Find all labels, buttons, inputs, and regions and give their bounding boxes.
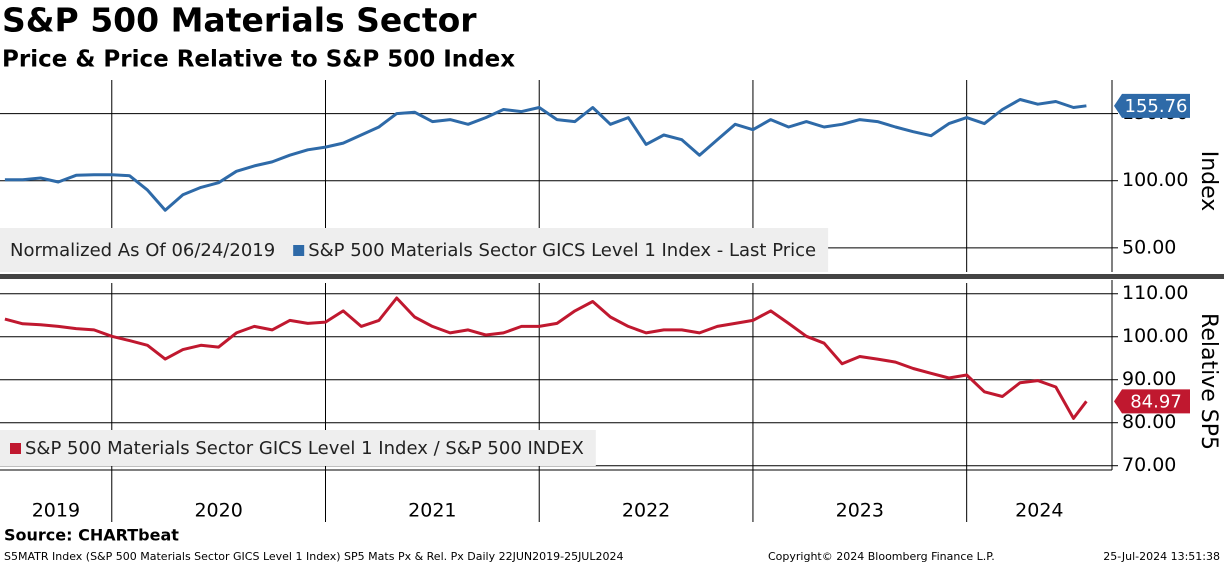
legend-label: S&P 500 Materials Sector GICS Level 1 In… [308, 240, 816, 261]
legend-swatch [293, 245, 305, 256]
y-tick-label: 100.00 [1122, 169, 1188, 191]
description: S5MATR Index (S&P 500 Materials Sector G… [4, 550, 624, 563]
legend-note: Normalized As Of 06/24/2019 [10, 240, 275, 261]
source: Source: CHARTbeat [4, 526, 179, 545]
chart-subtitle: Price & Price Relative to S&P 500 Index [2, 47, 515, 73]
series-line [4, 98, 1087, 212]
x-period-label: 2021 [408, 500, 456, 522]
y-tick-label: 100.00 [1122, 325, 1188, 347]
x-period-label: 2023 [836, 500, 884, 522]
last-value-tag [1114, 93, 1190, 118]
x-period-label: 2019 [32, 500, 80, 522]
x-period-label: 2024 [1015, 500, 1063, 522]
series-line [4, 296, 1088, 420]
legend: S&P 500 Materials Sector GICS Level 1 In… [0, 430, 596, 466]
y-axis-title: Index [1196, 151, 1221, 212]
last-value-label: 84.97 [1130, 391, 1182, 412]
last-value-label: 155.76 [1125, 96, 1188, 117]
copyright: Copyright© 2024 Bloomberg Finance L.P. [768, 550, 995, 563]
y-tick-label: 90.00 [1122, 368, 1176, 390]
legend-box [0, 430, 596, 466]
y-tick-label: 70.00 [1122, 454, 1176, 476]
x-period-label: 2020 [194, 500, 242, 522]
y-tick-label: 50.00 [1122, 236, 1176, 258]
x-period-label: 2022 [622, 500, 670, 522]
legend-label: S&P 500 Materials Sector GICS Level 1 In… [25, 438, 584, 459]
y-tick-label: 80.00 [1122, 411, 1176, 433]
chart-title: S&P 500 Materials Sector [2, 1, 477, 40]
legend-box [0, 228, 829, 272]
panel-separator [0, 274, 1224, 279]
last-value-tag [1114, 389, 1190, 414]
y-axis-title: Relative SP5 [1196, 313, 1221, 450]
timestamp: 25-Jul-2024 13:51:38 [1103, 550, 1220, 563]
legend-swatch [10, 443, 21, 454]
y-tick-label: 110.00 [1122, 282, 1188, 304]
legend: Normalized As Of 06/24/2019 S&P 500 Mater… [0, 228, 829, 272]
